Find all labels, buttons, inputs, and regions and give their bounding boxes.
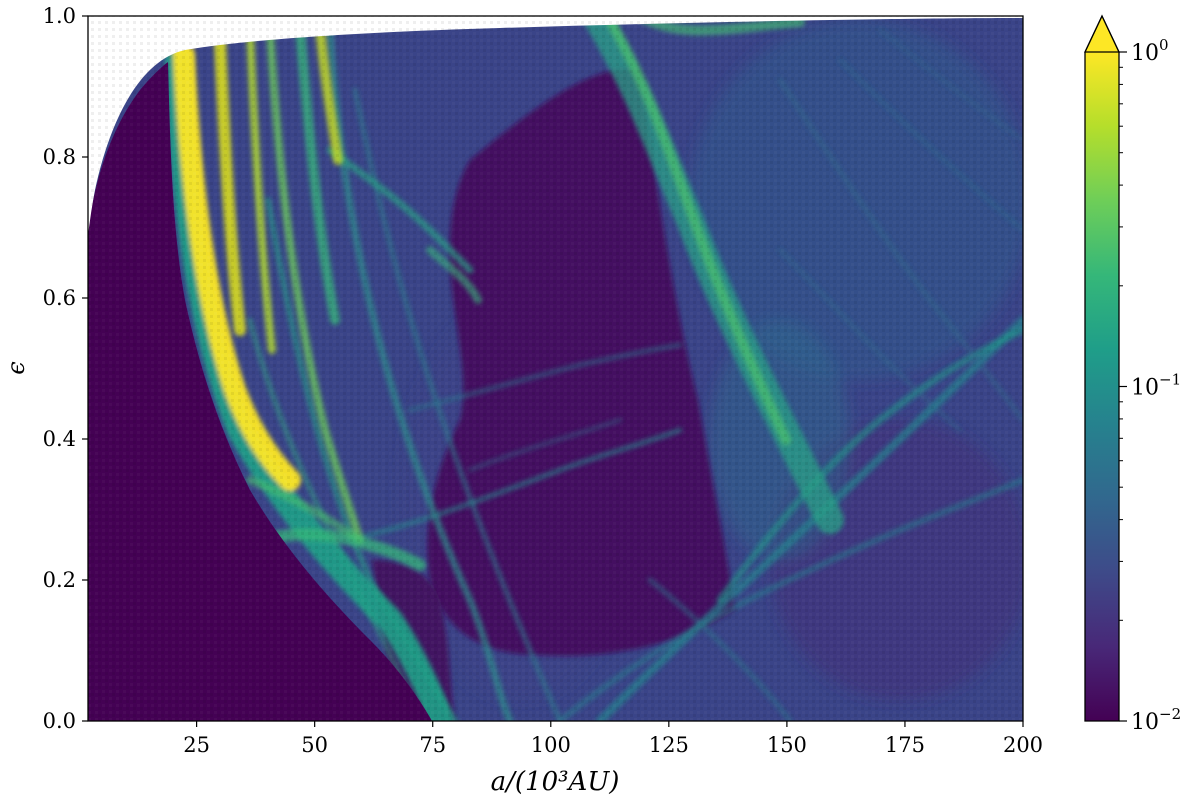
colorbar-frame <box>1084 14 1120 722</box>
x-tick-label: 150 <box>767 733 807 757</box>
x-tick-label: 200 <box>1003 733 1043 757</box>
plot-frame <box>87 15 1024 722</box>
x-tick-label: 175 <box>885 733 925 757</box>
colorbar-tick-label: 100 <box>1131 36 1169 66</box>
pixel-texture <box>88 16 1023 721</box>
y-axis-ticks: 0.0 0.2 0.4 0.6 0.8 1.0 <box>43 4 88 733</box>
y-tick-label: 0.6 <box>43 286 76 310</box>
x-tick-label: 75 <box>419 733 446 757</box>
x-tick-label: 100 <box>531 733 571 757</box>
y-axis-label: ϵ <box>2 361 30 374</box>
x-tick-label: 25 <box>183 733 210 757</box>
y-tick-label: 0.8 <box>43 145 76 169</box>
y-tick-label: 0.4 <box>43 427 76 451</box>
colorbar-extend-max <box>1084 14 1120 53</box>
y-tick-label: 0.0 <box>43 709 76 733</box>
colorbar: 10−2 10−1 100 <box>1084 14 1181 735</box>
colorbar-tick-label: 10−1 <box>1131 371 1181 401</box>
colorbar-tick-label: 10−2 <box>1131 705 1181 735</box>
heatmap <box>88 16 1023 721</box>
y-tick-label: 0.2 <box>43 568 76 592</box>
colorbar-ticks: 10−2 10−1 100 <box>1119 36 1181 735</box>
y-tick-label: 1.0 <box>43 4 76 28</box>
x-axis-label: a/(10³AU) <box>491 767 620 797</box>
x-tick-label: 125 <box>649 733 689 757</box>
x-axis-ticks: 25 50 75 100 125 150 175 200 <box>183 721 1043 757</box>
x-tick-label: 50 <box>301 733 328 757</box>
colorbar-scale <box>1085 52 1119 721</box>
